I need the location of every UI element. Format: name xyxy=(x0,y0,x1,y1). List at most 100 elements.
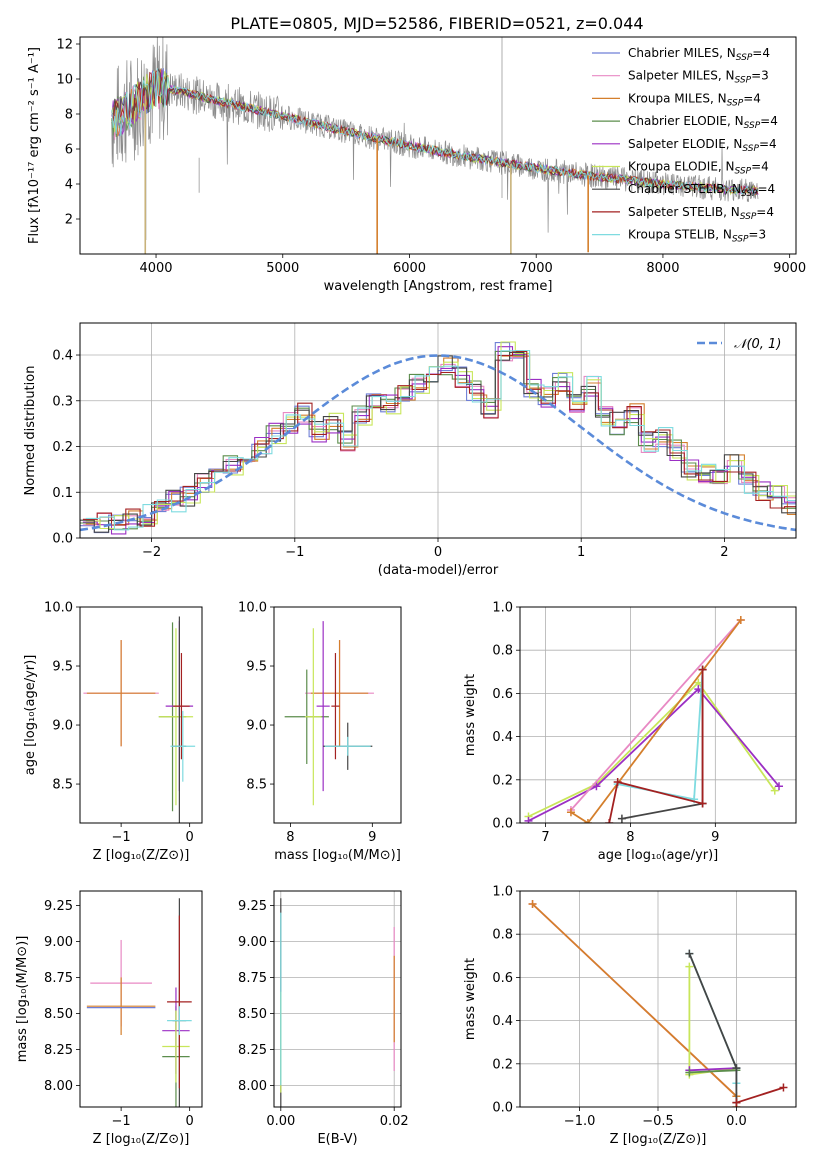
series-marker xyxy=(770,786,779,795)
legend-entry: Salpeter MILES, NSSP=3 xyxy=(628,69,769,86)
tick-label-y: 9.25 xyxy=(238,899,267,914)
tick-label-x: 0 xyxy=(186,830,194,845)
histogram-step xyxy=(85,349,796,531)
panel-mass_vs_Z: −1 0 8.00 8.25 8.50 8.75 9.00 9.25 Z [log₁₀(Z/Z⊙… xyxy=(15,890,203,1147)
tick-label-y: 8.00 xyxy=(238,1079,267,1094)
tick-label-y: 8.25 xyxy=(44,1043,73,1058)
histogram-step xyxy=(85,341,796,530)
histogram-step xyxy=(80,351,796,533)
tick-label-y: 0.4 xyxy=(492,1014,513,1029)
tick-label-y: 8 xyxy=(65,108,73,123)
x-axis-label: Z [log₁₀(Z/Z⊙)] xyxy=(610,1132,707,1147)
x-axis-label: (data-model)/error xyxy=(378,563,499,578)
tick-label-x: 0.0 xyxy=(726,1114,747,1129)
series-marker xyxy=(524,816,533,823)
series-marker xyxy=(698,799,707,808)
panel-age_vs_mass: 8 9 8.5 9.0 9.5 10.0 mass [log₁₀(M/M⊙)] xyxy=(238,601,402,863)
plot-area-mass_vs_Z xyxy=(86,898,192,1107)
series-line xyxy=(689,1067,737,1072)
tick-label-y: 9.25 xyxy=(44,899,73,914)
axes-frame xyxy=(79,322,797,539)
series-line xyxy=(570,619,742,811)
tick-label-y: 0.8 xyxy=(492,928,513,943)
series-line xyxy=(608,669,704,823)
tick-label-y: 9.0 xyxy=(246,719,267,734)
legend-entry: Chabrier ELODIE, NSSP=4 xyxy=(628,114,778,131)
plot-area-age_vs_mass xyxy=(284,621,374,806)
model-spectrum-line xyxy=(111,69,759,196)
tick-label-x: −1 xyxy=(112,1114,131,1129)
observed-spectrum xyxy=(111,37,759,233)
tick-label-y: 8.75 xyxy=(238,971,267,986)
series-line xyxy=(528,681,776,818)
tick-label-y: 0.0 xyxy=(492,817,513,832)
series-marker xyxy=(566,808,575,817)
x-axis-label: mass [log₁₀(M/M⊙)] xyxy=(274,848,401,863)
tick-label-y: 8.25 xyxy=(238,1043,267,1058)
tick-label-y: 8.75 xyxy=(44,971,73,986)
series-marker xyxy=(736,615,745,624)
tick-label-x: 8000 xyxy=(646,261,679,276)
tick-label-y: 9.5 xyxy=(246,660,267,675)
y-axis-label: mass weight xyxy=(463,674,478,756)
panel-weight_vs_age: 7 8 9 0.0 0.2 0.4 0.6 0.8 1.0 age [log₁₀(age/yr)]… xyxy=(463,601,797,863)
legend-entry: Chabrier STELIB, NSSP=4 xyxy=(628,182,775,199)
tick-label-y: 0.3 xyxy=(52,394,73,409)
legend-entry: Salpeter STELIB, NSSP=4 xyxy=(628,205,774,222)
tick-label-x: 7000 xyxy=(520,261,553,276)
axes-frame xyxy=(519,606,797,824)
axes-frame xyxy=(79,606,203,824)
tick-label-y: 8.00 xyxy=(44,1079,73,1094)
y-axis-label: mass weight xyxy=(463,958,478,1040)
axes-frame xyxy=(273,606,402,824)
tick-label-x: −0.5 xyxy=(642,1114,674,1129)
tick-label-y: 0.4 xyxy=(492,730,513,745)
model-spectrum-line xyxy=(111,68,758,197)
model-spectrum-line xyxy=(111,68,759,197)
series-marker xyxy=(528,899,537,908)
y-axis-label: Flux [fλ10⁻¹⁷ erg cm⁻² s⁻¹ A⁻¹] xyxy=(27,47,42,244)
axes-frame xyxy=(79,36,797,255)
axes-frame xyxy=(79,890,203,1108)
figure-title: PLATE=0805, MJD=52586, FIBERID=0521, z=0… xyxy=(230,14,643,33)
tick-label-y: 0.8 xyxy=(492,644,513,659)
plot-area-weight_vs_Z xyxy=(528,899,788,1107)
panel-age_vs_Z: −1 0 8.5 9.0 9.5 10.0 Z [log₁₀(Z/Z⊙)] age [log₁… xyxy=(23,601,203,863)
panels: 4000 5000 6000 7000 8000 900024681012waveleng… xyxy=(15,36,806,1147)
legend-entry: Kroupa MILES, NSSP=4 xyxy=(628,91,761,108)
normal-curve xyxy=(80,354,796,532)
tick-label-x: 0 xyxy=(434,545,442,560)
y-axis-label: age [log₁₀(age/yr)] xyxy=(23,655,38,776)
plot-area-weight_vs_age xyxy=(524,615,784,823)
histogram-step xyxy=(82,350,796,527)
tick-label-x: −1.0 xyxy=(564,1114,596,1129)
series-marker xyxy=(685,949,694,958)
tick-label-x: 0 xyxy=(186,1114,194,1129)
series-marker xyxy=(617,814,626,823)
series-marker xyxy=(732,1098,741,1107)
plot-area-mass_vs_ebv xyxy=(280,898,395,1107)
tick-label-y: 0.6 xyxy=(492,687,513,702)
tick-label-y: 9.00 xyxy=(44,935,73,950)
legend-entry: Kroupa STELIB, NSSP=3 xyxy=(628,228,766,245)
series-marker xyxy=(685,1068,694,1077)
series-line xyxy=(528,687,780,822)
tick-label-y: 10.0 xyxy=(44,601,73,616)
series-marker xyxy=(775,782,784,791)
plot-area-age_vs_Z xyxy=(83,616,196,823)
x-axis-label: Z [log₁₀(Z/Z⊙)] xyxy=(93,848,190,863)
tick-label-x: 8 xyxy=(626,830,634,845)
tick-label-x: −2 xyxy=(142,545,161,560)
legend: Chabrier MILES, NSSP=4 Salpeter MILES, NS… xyxy=(592,46,778,245)
tick-label-y: 1.0 xyxy=(492,601,513,616)
plot-area-spectrum xyxy=(111,37,759,254)
model-spectrum-line xyxy=(111,70,759,196)
tick-label-y: 9.5 xyxy=(52,660,73,675)
legend-entry: Kroupa ELODIE, NSSP=4 xyxy=(628,160,769,177)
panel-residuals: −2 −1 0 1 2 0.0 0.1 0.2 0.3 0.4 (data-model)/error… xyxy=(23,322,797,578)
tick-label-y: 4 xyxy=(65,178,73,193)
legend-entry: 𝒩(0, 1) xyxy=(734,337,781,352)
tick-label-y: 0.4 xyxy=(52,349,73,364)
tick-label-x: 1 xyxy=(577,545,585,560)
axes-frame xyxy=(273,890,402,1108)
